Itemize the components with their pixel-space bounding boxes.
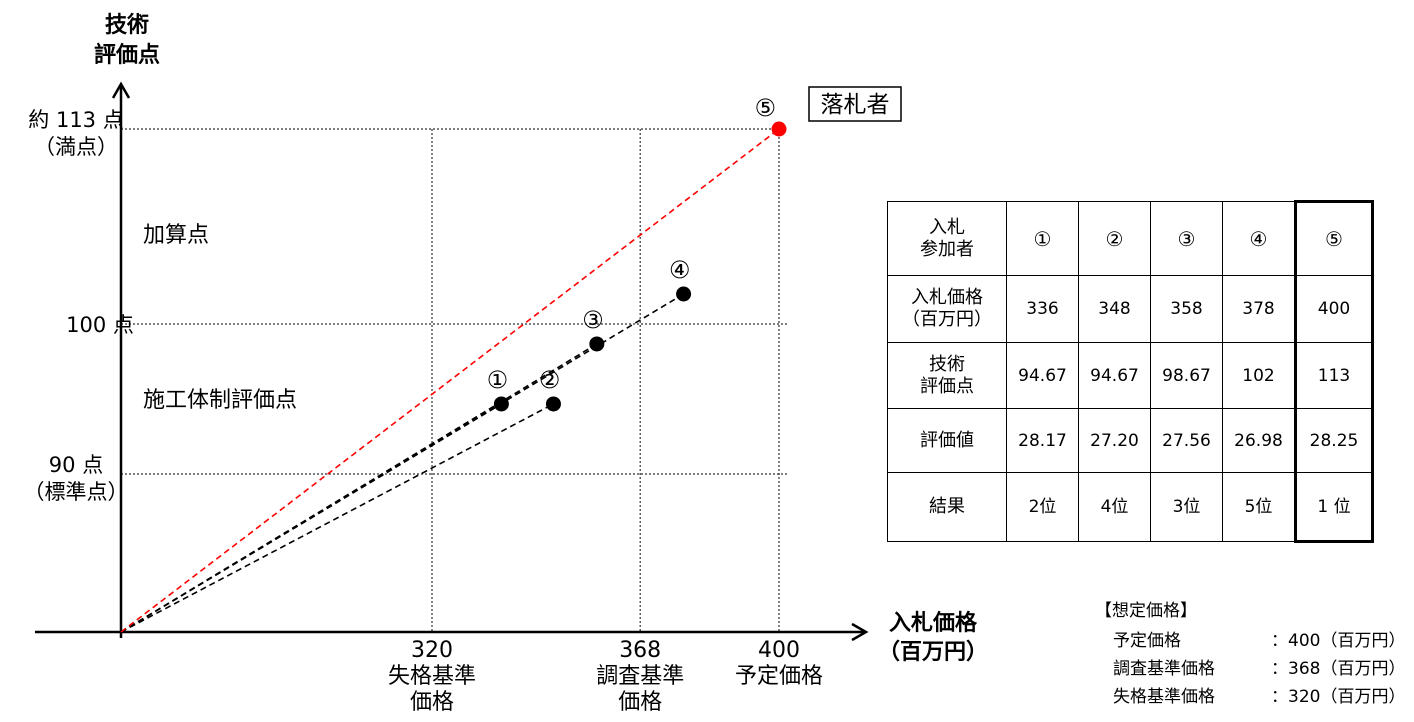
bid-point-2 <box>546 396 561 411</box>
table-header-label: 入札 参加者 <box>888 202 1007 276</box>
bid-point-label-2: ② <box>539 366 561 394</box>
y-axis-title: 技術評価点 <box>94 12 160 68</box>
x-tick-label-320: 320 失格基準価格 <box>388 638 476 715</box>
row-label-4: 結果 <box>888 473 1007 542</box>
x-axis-title: 入札価格（百万円） <box>878 610 988 665</box>
bid-point-3 <box>589 336 604 351</box>
table-cell: 28.17 <box>1007 409 1079 473</box>
bid-point-label-3: ③ <box>582 306 604 334</box>
y-tick-label-90: 90 点（標準点） <box>24 453 129 504</box>
table-cell: 3位 <box>1151 473 1223 542</box>
assumed-price-value: ：368（百万円） <box>1271 659 1405 679</box>
table-cell: 348 <box>1079 276 1151 343</box>
table-cell: 2位 <box>1007 473 1079 542</box>
evaluation-line-5 <box>121 129 779 632</box>
participant-header-2: ② <box>1079 202 1151 276</box>
axes <box>35 84 866 640</box>
bid-point-label-5: ⑤ <box>754 94 776 122</box>
participant-header-1: ① <box>1007 202 1079 276</box>
table-header-row: 入札 参加者 ① ② ③ ④ ⑤ <box>888 202 1373 276</box>
table-cell: 113 <box>1296 343 1373 409</box>
assumed-prices-title: 【想定価格】 <box>1095 597 1405 625</box>
assumed-prices: 【想定価格】 予定価格 ：400（百万円） 調査基準価格 ：368（百万円） 失格基準価… <box>1095 597 1405 711</box>
table-row: 入札価格 （百万円） 336 348 358 378 400 <box>888 276 1373 343</box>
table-cell: 28.25 <box>1296 409 1373 473</box>
bid-point-label-1: ① <box>487 366 509 394</box>
table-cell: 358 <box>1151 276 1223 343</box>
assumed-price-value: ：400（百万円） <box>1271 631 1405 651</box>
table-row: 評価値 28.17 27.20 27.56 26.98 28.25 <box>888 409 1373 473</box>
evaluation-lines <box>121 129 779 632</box>
bid-point-5 <box>772 122 787 137</box>
grid-lines <box>121 129 788 632</box>
table-cell: 94.67 <box>1079 343 1151 409</box>
table-cell: 27.56 <box>1151 409 1223 473</box>
table-cell: 27.20 <box>1079 409 1151 473</box>
x-tick-label-368: 368 調査基準価格 <box>596 638 684 715</box>
region-label-1: 加算点 <box>143 223 209 248</box>
table-cell: 94.67 <box>1007 343 1079 409</box>
table-cell: 336 <box>1007 276 1079 343</box>
region-label-2: 施工体制評価点 <box>143 388 297 413</box>
assumed-price-row-1: 予定価格 ：400（百万円） <box>1095 627 1405 655</box>
participant-header-4: ④ <box>1223 202 1296 276</box>
table-cell: 102 <box>1223 343 1296 409</box>
x-tick-label-400: 400 予定価格 <box>735 638 823 689</box>
assumed-price-label: 予定価格 <box>1113 627 1271 655</box>
assumed-price-row-2: 調査基準価格 ：368（百万円） <box>1095 655 1405 683</box>
table-cell: 400 <box>1296 276 1373 343</box>
bid-point-4 <box>676 287 691 302</box>
result-table: 入札 参加者 ① ② ③ ④ ⑤ 入札価格 （百万円） 336 348 358 378 400 技術 評価点 9… <box>887 200 1374 543</box>
participant-header-3: ③ <box>1151 202 1223 276</box>
bid-point-1 <box>494 396 509 411</box>
winner-label: 落札者 <box>821 92 890 118</box>
row-label-3: 評価値 <box>888 409 1007 473</box>
bid-point-label-4: ④ <box>669 256 691 284</box>
table-row: 技術 評価点 94.67 94.67 98.67 102 113 <box>888 343 1373 409</box>
table-cell: 98.67 <box>1151 343 1223 409</box>
assumed-price-label: 調査基準価格 <box>1113 655 1271 683</box>
table-cell: 378 <box>1223 276 1296 343</box>
table-row: 結果 2位 4位 3位 5位 1 位 <box>888 473 1373 542</box>
participant-header-5: ⑤ <box>1296 202 1373 276</box>
row-label-1: 入札価格 （百万円） <box>888 276 1007 343</box>
y-tick-label-100: 100 点 <box>66 313 134 337</box>
table-cell: 26.98 <box>1223 409 1296 473</box>
assumed-price-row-3: 失格基準価格 ：320（百万円） <box>1095 683 1405 711</box>
y-tick-label-113: 約 113 点（満点） <box>28 108 123 159</box>
row-label-2: 技術 評価点 <box>888 343 1007 409</box>
table-cell: 5位 <box>1223 473 1296 542</box>
table-cell: 1 位 <box>1296 473 1373 542</box>
assumed-price-label: 失格基準価格 <box>1113 683 1271 711</box>
evaluation-line-2 <box>121 404 553 632</box>
table-cell: 4位 <box>1079 473 1151 542</box>
assumed-price-value: ：320（百万円） <box>1271 687 1405 707</box>
